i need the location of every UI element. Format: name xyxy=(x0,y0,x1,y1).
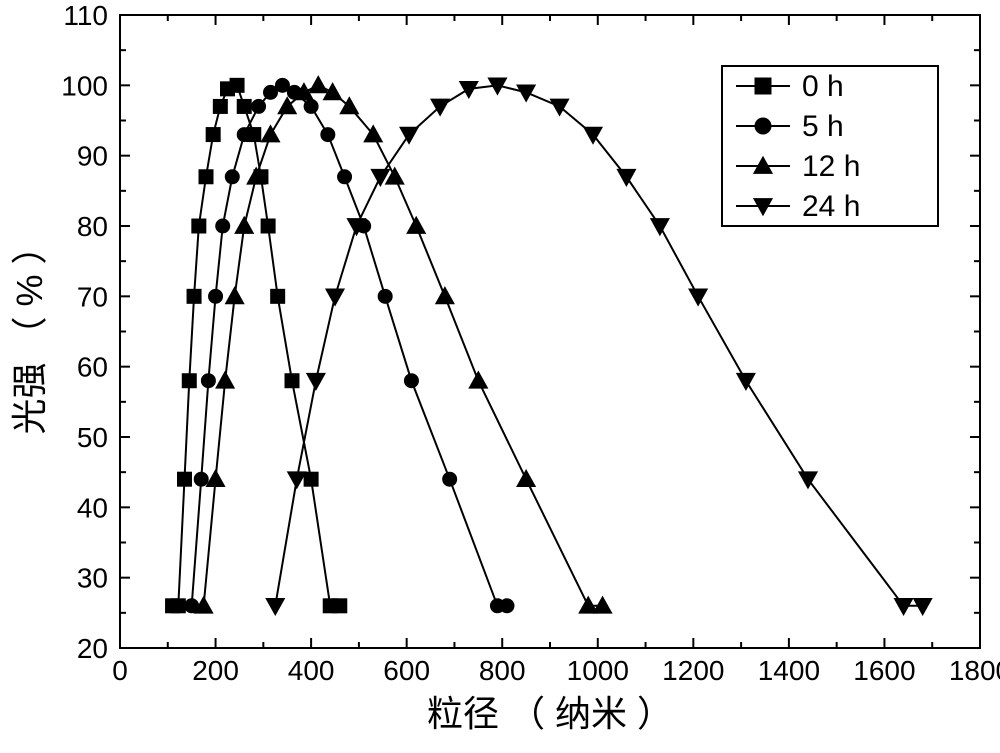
y-tick-label: 110 xyxy=(63,0,108,31)
line-chart: 0 200 400 600 800 1000 1200 1400 1600 1800 20 30 40 5… xyxy=(0,0,1000,753)
legend-label: 12 h xyxy=(802,150,860,183)
y-axis-title: 光强 （ % ） xyxy=(9,228,50,434)
y-tick-label: 30 xyxy=(77,563,108,594)
x-tick-label: 1800 xyxy=(949,655,1000,686)
x-tick-label: 600 xyxy=(383,655,430,686)
legend-label: 24 h xyxy=(802,190,860,223)
y-tick-label: 40 xyxy=(77,492,108,523)
x-tick-label: 800 xyxy=(479,655,526,686)
x-tick-label: 1600 xyxy=(853,655,915,686)
y-tick-label: 100 xyxy=(61,70,108,101)
x-tick-label: 0 xyxy=(112,655,128,686)
y-tick-label: 90 xyxy=(77,141,108,172)
y-tick-label: 70 xyxy=(77,281,108,312)
x-tick-label: 1200 xyxy=(662,655,724,686)
legend-label: 0 h xyxy=(802,70,844,103)
x-tick-label: 400 xyxy=(288,655,335,686)
x-tick-label: 1400 xyxy=(758,655,820,686)
x-tick-label: 200 xyxy=(192,655,239,686)
y-tick-label: 50 xyxy=(77,422,108,453)
y-tick-label: 80 xyxy=(77,211,108,242)
y-tick-label: 20 xyxy=(77,633,108,664)
series-0h xyxy=(166,78,347,612)
y-tick-label: 60 xyxy=(77,352,108,383)
legend-label: 5 h xyxy=(802,110,844,143)
x-tick-label: 1000 xyxy=(567,655,629,686)
x-axis-title: 粒径 （ 纳米 ） xyxy=(427,693,673,734)
legend: 0 h 5 h 12 h 24 h xyxy=(722,66,938,226)
